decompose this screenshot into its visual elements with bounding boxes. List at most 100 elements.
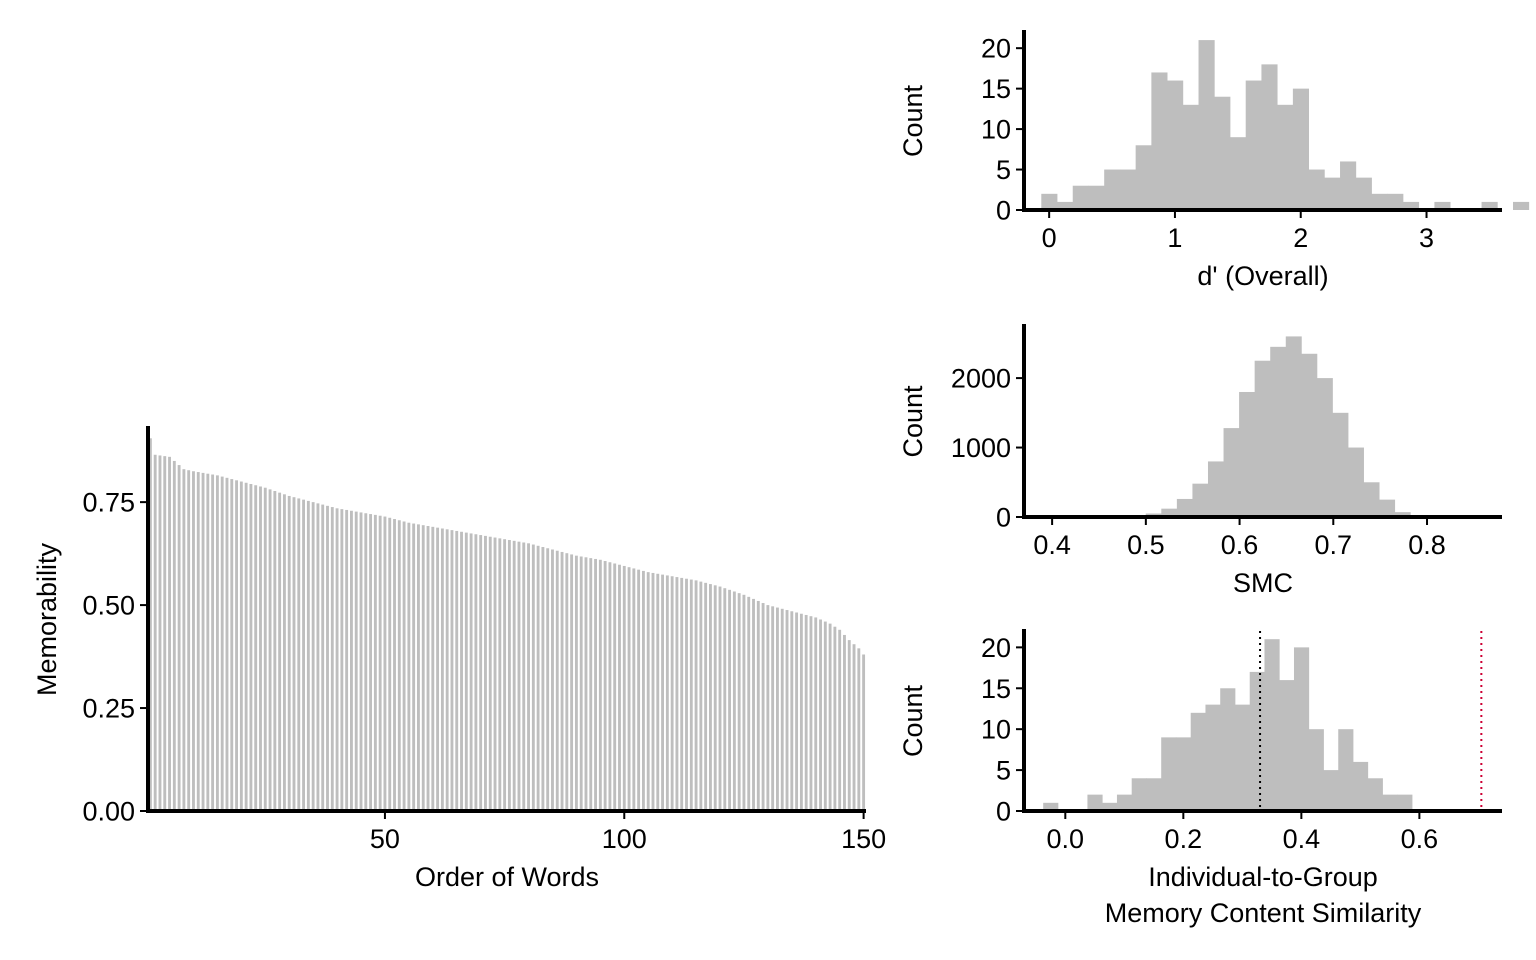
bar: [172, 460, 176, 811]
histogram-bar: [1382, 794, 1398, 811]
histogram-bar: [1316, 378, 1333, 517]
bar: [417, 524, 420, 811]
histogram-bar: [1057, 201, 1074, 210]
bar: [512, 540, 516, 811]
bar: [737, 593, 741, 811]
y-tick-label: 5: [996, 756, 1011, 786]
bar: [249, 484, 253, 811]
bar: [852, 644, 856, 811]
histogram-bar: [1087, 794, 1103, 811]
bar: [259, 486, 262, 811]
x-tick-label: 0.0: [1047, 824, 1085, 854]
bar: [646, 572, 650, 811]
y-tick-label: 15: [981, 674, 1011, 704]
bar: [412, 523, 416, 811]
histogram-bar: [1285, 336, 1302, 517]
histogram-bar: [1308, 729, 1324, 811]
histogram-bar: [1229, 137, 1247, 210]
bar: [201, 472, 205, 811]
bar: [598, 559, 602, 811]
x-tick-label: 1: [1167, 223, 1182, 253]
bar: [675, 577, 679, 811]
y-tick-label: 0.25: [82, 694, 135, 724]
bar: [273, 491, 277, 811]
x-tick-label: 0.7: [1315, 530, 1353, 560]
bar: [321, 504, 325, 811]
histogram-bar: [1293, 647, 1310, 811]
histogram-bar: [1254, 360, 1271, 517]
bar: [551, 549, 554, 811]
bar: [527, 543, 530, 811]
histogram-bar: [1234, 704, 1251, 811]
histogram-bar: [1167, 80, 1184, 210]
bar: [637, 569, 641, 811]
bar: [708, 584, 712, 811]
bar: [546, 548, 550, 811]
bar: [685, 578, 688, 811]
y-tick-label: 0.50: [82, 591, 135, 621]
chart-smc: 0 1000 2000 0.4 0.5 0.6 0.7 0.8 SMC Count: [898, 324, 1502, 598]
bar: [579, 556, 583, 811]
histogram-bar: [1182, 104, 1199, 210]
x-tick-label: 3: [1419, 223, 1434, 253]
y-tick-label: 2000: [951, 364, 1011, 394]
x-tick-label: 0: [1042, 223, 1057, 253]
bar: [388, 517, 392, 811]
bar: [340, 509, 344, 811]
histogram-bar: [1308, 169, 1325, 210]
bar: [488, 536, 492, 811]
histogram-bar: [1434, 201, 1451, 210]
bar: [239, 481, 243, 811]
histogram-bar: [1367, 778, 1383, 811]
bars: [1041, 40, 1530, 210]
bar: [493, 537, 497, 811]
bar: [680, 577, 684, 811]
histogram-bar: [1277, 104, 1294, 210]
bar: [560, 551, 564, 811]
bar: [220, 476, 224, 811]
histogram-bar: [1176, 498, 1193, 517]
bar: [177, 465, 181, 811]
bar: [804, 614, 808, 811]
bar: [268, 489, 272, 811]
bar: [196, 472, 200, 811]
histogram-bar: [1190, 712, 1206, 811]
bar: [713, 585, 717, 811]
histogram-bar: [1363, 482, 1380, 517]
y-tick-label: 1000: [951, 433, 1011, 463]
bar: [153, 454, 157, 811]
bar: [799, 613, 803, 811]
bar: [613, 563, 617, 811]
bar: [771, 606, 775, 811]
y-axis-title: Count: [898, 385, 928, 458]
bar: [455, 530, 459, 811]
bar: [790, 611, 794, 811]
bar: [670, 576, 674, 811]
bar: [302, 499, 306, 811]
x-tick-label: 0.6: [1221, 530, 1259, 560]
histogram-bar: [1151, 72, 1168, 210]
histogram-bar: [1513, 201, 1530, 210]
bar: [570, 554, 574, 811]
bar: [608, 562, 612, 811]
y-tick-label: 0: [996, 196, 1011, 226]
bar: [407, 522, 411, 811]
histogram-bar: [1205, 704, 1221, 811]
bar: [182, 469, 186, 811]
bar: [402, 521, 406, 811]
bar: [326, 505, 329, 811]
bar: [378, 515, 382, 811]
bar: [436, 527, 440, 811]
y-axis-title: Count: [898, 684, 928, 757]
bar: [833, 626, 837, 811]
bar: [718, 586, 722, 811]
x-tick-label: 2: [1293, 223, 1308, 253]
bar: [306, 500, 310, 811]
bar: [163, 456, 167, 811]
bar: [393, 519, 396, 811]
bar: [282, 494, 286, 811]
histogram-bar: [1270, 346, 1287, 517]
histogram-bar: [1324, 177, 1341, 210]
bar: [589, 558, 593, 811]
bar: [498, 538, 502, 811]
